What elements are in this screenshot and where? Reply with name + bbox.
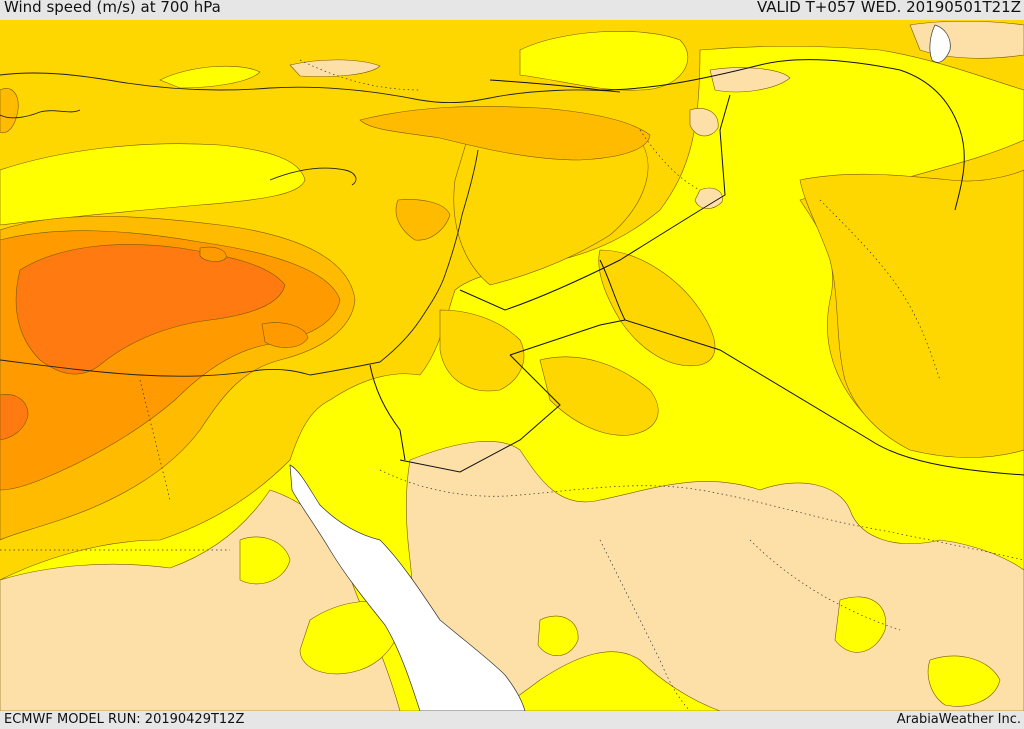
- wind-zone-yellow: [834, 596, 887, 653]
- country-borders: [369, 59, 1024, 476]
- wind-speed-map[interactable]: [0, 20, 1024, 711]
- model-run: ECMWF MODEL RUN: 20190429T12Z: [4, 712, 245, 727]
- wind-zone-light: [694, 187, 723, 209]
- wind-zone-gold: [439, 309, 525, 392]
- wind-zone-light: [689, 108, 719, 137]
- regional-borders: [0, 59, 1024, 711]
- wind-zone-orange-gold: [359, 106, 651, 161]
- wind-zone-yellow: [537, 615, 579, 656]
- wind-zone-yellow: [927, 655, 1001, 707]
- wind-zone-orange-gold: [395, 199, 451, 241]
- wind-zone-yellow: [239, 536, 291, 585]
- wind-zone-yellow: [0, 143, 306, 226]
- lake-mask: [929, 24, 951, 63]
- red-sea-mask: [289, 464, 526, 711]
- credit-label: ArabiaWeather Inc.: [896, 712, 1021, 727]
- wind-zone-orange-gold: [0, 88, 19, 134]
- wind-zone-gold: [799, 169, 1024, 458]
- wind-zone-light: [289, 59, 381, 77]
- wind-zone-orange: [199, 246, 227, 262]
- wind-zone-dark-orange: [0, 394, 29, 441]
- wind-zone-orange: [261, 322, 309, 348]
- map-title: Wind speed (m/s) at 700 hPa: [4, 0, 221, 16]
- valid-time: VALID T+057 WED. 20190501T21Z: [756, 0, 1021, 16]
- wind-zone-light: [709, 67, 791, 93]
- wind-zone-yellow: [519, 30, 689, 91]
- map-header: Wind speed (m/s) at 700 hPa VALID T+057 …: [0, 0, 1024, 20]
- coastlines: [0, 72, 621, 377]
- wind-zone-gold: [598, 249, 716, 367]
- wind-zone-yellow: [159, 65, 261, 89]
- map-footer: ECMWF MODEL RUN: 20190429T12Z ArabiaWeat…: [0, 711, 1024, 729]
- wind-zone-dark-orange: [15, 244, 286, 375]
- wind-zone-gold: [539, 356, 659, 436]
- wind-zone-yellow: [299, 601, 402, 675]
